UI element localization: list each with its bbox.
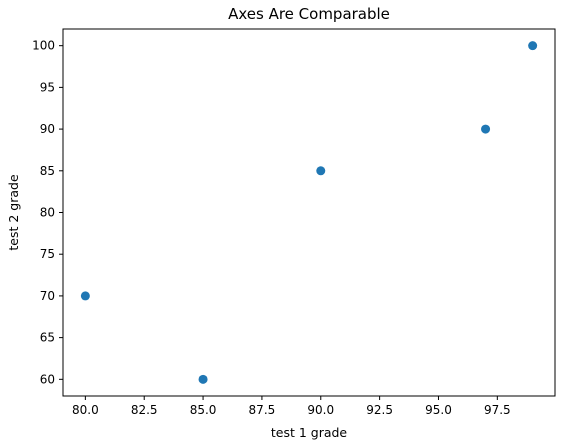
data-point: [528, 41, 538, 51]
data-point: [80, 291, 90, 301]
x-tick-label: 82.5: [131, 403, 158, 417]
y-axis-ticks: 60 65 70 75 80 85 90 95 100: [32, 39, 63, 386]
data-point: [481, 124, 491, 134]
data-point: [316, 166, 326, 176]
y-tick-label: 80: [40, 206, 55, 220]
y-tick-label: 60: [40, 372, 55, 386]
plot-frame: [62, 28, 556, 397]
x-tick-label: 90.0: [307, 403, 334, 417]
data-points: [80, 41, 538, 384]
y-tick-label: 90: [40, 122, 55, 136]
x-tick-label: 92.5: [366, 403, 393, 417]
y-tick-label: 85: [40, 164, 55, 178]
x-tick-label: 85.0: [190, 403, 217, 417]
x-tick-label: 95.0: [425, 403, 452, 417]
y-axis-label: test 2 grade: [6, 174, 21, 251]
y-tick-label: 100: [32, 39, 55, 53]
plot-border: [62, 28, 556, 397]
data-point: [198, 374, 208, 384]
x-axis-label: test 1 grade: [271, 425, 348, 440]
y-tick-label: 65: [40, 331, 55, 345]
x-tick-label: 87.5: [249, 403, 276, 417]
y-tick-label: 95: [40, 80, 55, 94]
x-axis-ticks: 80.0 82.5 85.0 87.5 90.0 92.5 95.0 97.5: [72, 396, 511, 417]
x-tick-label: 80.0: [72, 403, 99, 417]
chart-title: Axes Are Comparable: [228, 5, 390, 23]
y-tick-label: 70: [40, 289, 55, 303]
y-tick-label: 75: [40, 247, 55, 261]
x-tick-label: 97.5: [484, 403, 511, 417]
